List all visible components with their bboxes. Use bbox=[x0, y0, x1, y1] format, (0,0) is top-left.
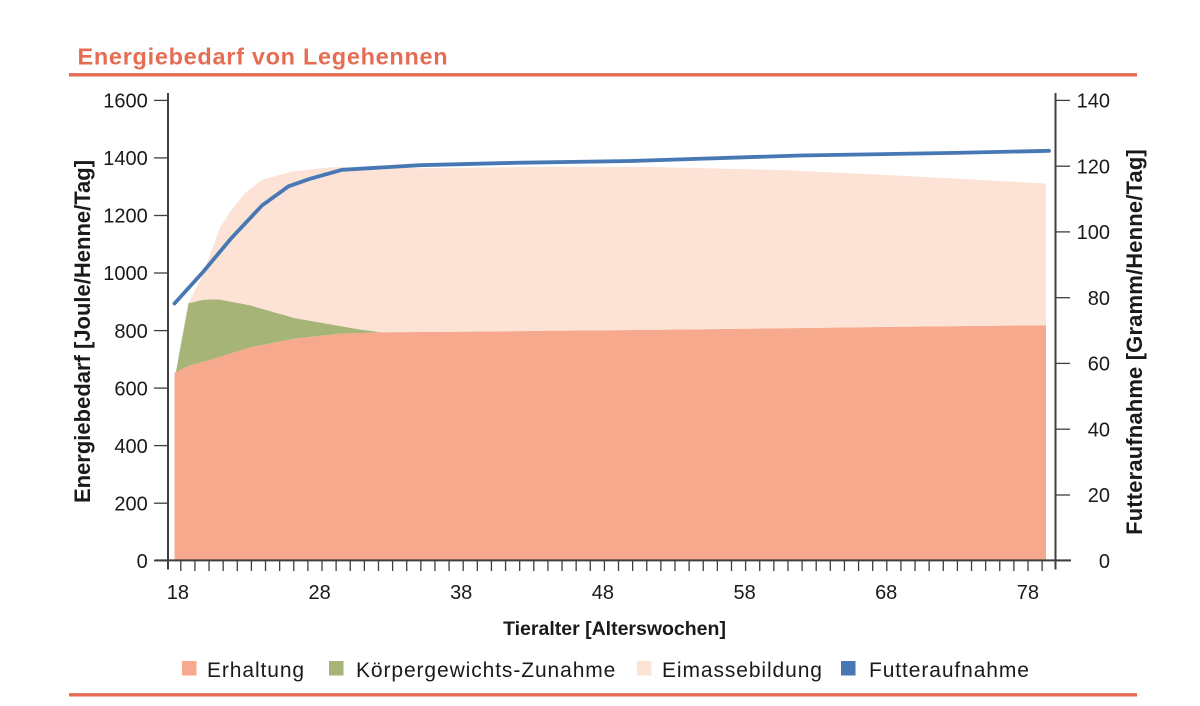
svg-text:100: 100 bbox=[1077, 222, 1110, 244]
svg-text:58: 58 bbox=[733, 582, 755, 604]
svg-text:18: 18 bbox=[167, 582, 189, 604]
svg-text:78: 78 bbox=[1017, 582, 1039, 604]
svg-text:68: 68 bbox=[875, 582, 897, 604]
svg-text:400: 400 bbox=[114, 436, 147, 458]
svg-text:1400: 1400 bbox=[103, 148, 148, 170]
svg-text:140: 140 bbox=[1077, 91, 1110, 113]
svg-text:600: 600 bbox=[114, 378, 147, 400]
svg-text:38: 38 bbox=[450, 582, 472, 604]
svg-text:40: 40 bbox=[1088, 419, 1110, 441]
svg-text:120: 120 bbox=[1077, 156, 1110, 178]
svg-text:20: 20 bbox=[1088, 485, 1110, 507]
svg-text:1200: 1200 bbox=[103, 206, 148, 228]
svg-text:48: 48 bbox=[592, 582, 614, 604]
svg-text:0: 0 bbox=[137, 551, 148, 573]
svg-text:800: 800 bbox=[114, 321, 147, 343]
svg-text:0: 0 bbox=[1099, 551, 1110, 573]
svg-text:Körpergewichts-Zunahme: Körpergewichts-Zunahme bbox=[356, 659, 616, 682]
svg-text:Eimassebildung: Eimassebildung bbox=[662, 659, 823, 682]
svg-text:Erhaltung: Erhaltung bbox=[207, 659, 305, 682]
svg-text:Futteraufnahme [Gramm/Henne/Ta: Futteraufnahme [Gramm/Henne/Tag] bbox=[1122, 149, 1147, 535]
svg-text:1000: 1000 bbox=[103, 263, 148, 285]
svg-text:80: 80 bbox=[1088, 288, 1110, 310]
svg-text:200: 200 bbox=[114, 493, 147, 515]
svg-text:Tieralter [Alterswochen]: Tieralter [Alterswochen] bbox=[503, 618, 726, 640]
svg-text:60: 60 bbox=[1088, 354, 1110, 376]
svg-text:1600: 1600 bbox=[103, 91, 148, 113]
svg-text:Energiebedarf von Legehennen: Energiebedarf von Legehennen bbox=[78, 44, 449, 70]
svg-text:Energiebedarf [Joule/Henne/Tag: Energiebedarf [Joule/Henne/Tag] bbox=[70, 160, 95, 503]
svg-text:Futteraufnahme: Futteraufnahme bbox=[869, 659, 1030, 682]
svg-text:28: 28 bbox=[308, 582, 330, 604]
